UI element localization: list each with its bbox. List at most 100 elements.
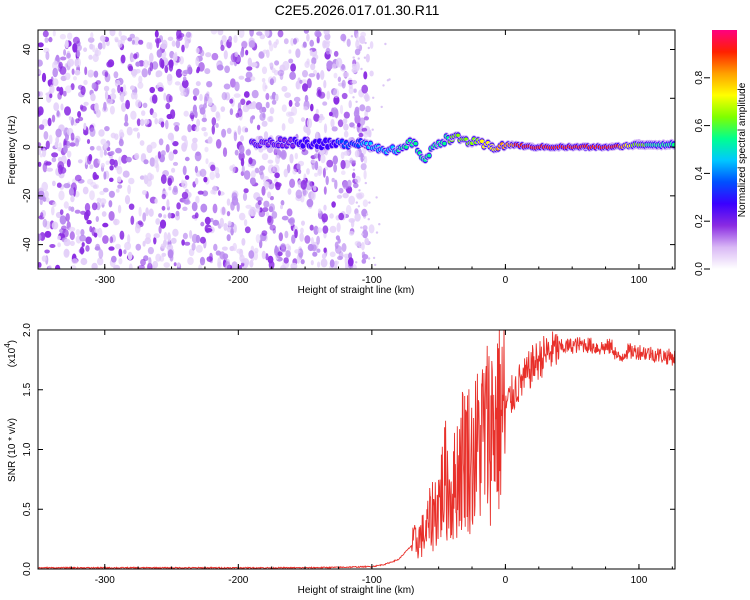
heatmap-speckle: [143, 159, 149, 165]
heatmap-speckle: [49, 244, 56, 248]
heatmap-speckle: [351, 67, 358, 74]
heatmap-speckle: [86, 219, 92, 225]
heatmap-speckle: [238, 75, 245, 80]
heatmap-speckle: [160, 43, 167, 50]
heatmap-speckle: [56, 182, 62, 188]
heatmap-speckle: [244, 77, 252, 83]
heatmap-speckle: [261, 66, 268, 75]
heatmap-speckle: [44, 37, 49, 43]
heatmap-speckle: [104, 90, 109, 101]
heatmap-speckle: [233, 224, 237, 233]
heatmap-speckle: [321, 253, 327, 260]
heatmap-speckle: [363, 169, 367, 180]
heatmap-speckle: [167, 175, 174, 184]
heatmap-speckle: [342, 71, 350, 78]
heatmap-speckle: [299, 79, 303, 84]
heatmap-speckle: [195, 47, 200, 54]
heatmap-speckle: [229, 245, 235, 252]
heatmap-speckle: [295, 189, 303, 199]
heatmap-speckle: [226, 211, 231, 217]
heatmap-speckle: [58, 61, 63, 69]
trace-core: [427, 153, 432, 158]
heatmap-speckle: [64, 106, 71, 116]
heatmap-speckle: [275, 181, 279, 187]
heatmap-speckle: [224, 261, 231, 269]
heatmap-speckle: [227, 220, 232, 227]
heatmap-speckle: [277, 251, 283, 257]
heatmap-speckle: [145, 207, 149, 217]
figure-title: C2E5.2026.017.01.30.R11: [275, 2, 440, 18]
heatmap-speckle: [333, 163, 337, 173]
heatmap-speckle: [134, 223, 141, 234]
heatmap-speckle: [361, 208, 368, 217]
heatmap-speckle: [98, 249, 104, 259]
heatmap-speckle: [343, 111, 350, 119]
heatmap-speckle: [207, 97, 213, 106]
heatmap-speckle: [57, 242, 61, 248]
heatmap-speckle: [190, 110, 195, 116]
heatmap-speckle: [143, 175, 149, 185]
heatmap-speckle: [275, 93, 279, 102]
heatmap-speckle: [38, 233, 42, 242]
heatmap-speckle: [320, 154, 326, 164]
heatmap-speckle: [194, 177, 199, 185]
heatmap-speckle: [123, 249, 127, 255]
heatmap-speckle: [358, 245, 362, 249]
trace-core: [671, 142, 675, 147]
heatmap-speckle: [286, 208, 293, 217]
heatmap-speckle: [76, 50, 81, 58]
heatmap-speckle: [378, 223, 381, 226]
heatmap-speckle: [289, 153, 294, 164]
snr-plot: [38, 330, 675, 569]
heatmap-speckle: [38, 106, 44, 116]
heatmap-speckle: [117, 176, 122, 183]
heatmap-speckle: [309, 39, 315, 47]
heatmap-speckle: [332, 155, 338, 165]
heatmap-speckle: [62, 229, 69, 238]
heatmap-speckle: [184, 175, 190, 180]
heatmap-speckle: [196, 119, 201, 127]
heatmap-speckle: [200, 203, 208, 213]
heatmap-speckle: [224, 65, 231, 74]
heatmap-speckle: [211, 52, 219, 61]
heatmap-speckle: [267, 255, 274, 264]
heatmap-speckle: [258, 169, 264, 176]
heatmap-speckle: [158, 213, 163, 218]
heatmap-speckle: [338, 212, 345, 221]
heatmap-speckle: [110, 132, 117, 139]
heatmap-speckle: [157, 151, 161, 159]
heatmap-speckle: [323, 41, 330, 49]
heatmap-speckle: [172, 141, 179, 147]
heatmap-speckle: [172, 53, 178, 62]
heatmap-speckle: [41, 255, 47, 262]
heatmap-speckle: [117, 39, 123, 48]
heatmap-speckle: [325, 175, 329, 186]
heatmap-speckle: [333, 50, 339, 57]
heatmap-speckle: [171, 40, 176, 47]
heatmap-speckle: [155, 253, 162, 262]
heatmap-speckle: [282, 60, 290, 71]
heatmap-speckle: [74, 174, 82, 182]
heatmap-speckle: [221, 92, 228, 101]
heatmap-speckle: [79, 234, 87, 242]
heatmap-speckle: [305, 180, 313, 191]
heatmap-speckle: [122, 84, 127, 92]
heatmap-speckle: [226, 234, 231, 242]
heatmap-speckle: [368, 224, 375, 234]
heatmap-speckle: [245, 149, 251, 156]
heatmap-speckle: [311, 190, 316, 201]
heatmap-speckle: [118, 129, 124, 139]
heatmap-speckle: [150, 141, 157, 149]
heatmap-speckle: [102, 235, 109, 244]
heatmap-speckle: [54, 141, 59, 149]
heatmap-speckle: [44, 230, 52, 238]
heatmap-speckle: [212, 203, 218, 214]
heatmap-speckle: [281, 123, 286, 131]
heatmap-speckle: [280, 204, 283, 210]
heatmap-speckle: [88, 54, 93, 60]
heatmap-speckle: [169, 254, 174, 262]
heatmap-speckle: [165, 102, 171, 110]
heatmap-speckle: [113, 71, 119, 79]
heatmap-speckle: [127, 184, 131, 195]
